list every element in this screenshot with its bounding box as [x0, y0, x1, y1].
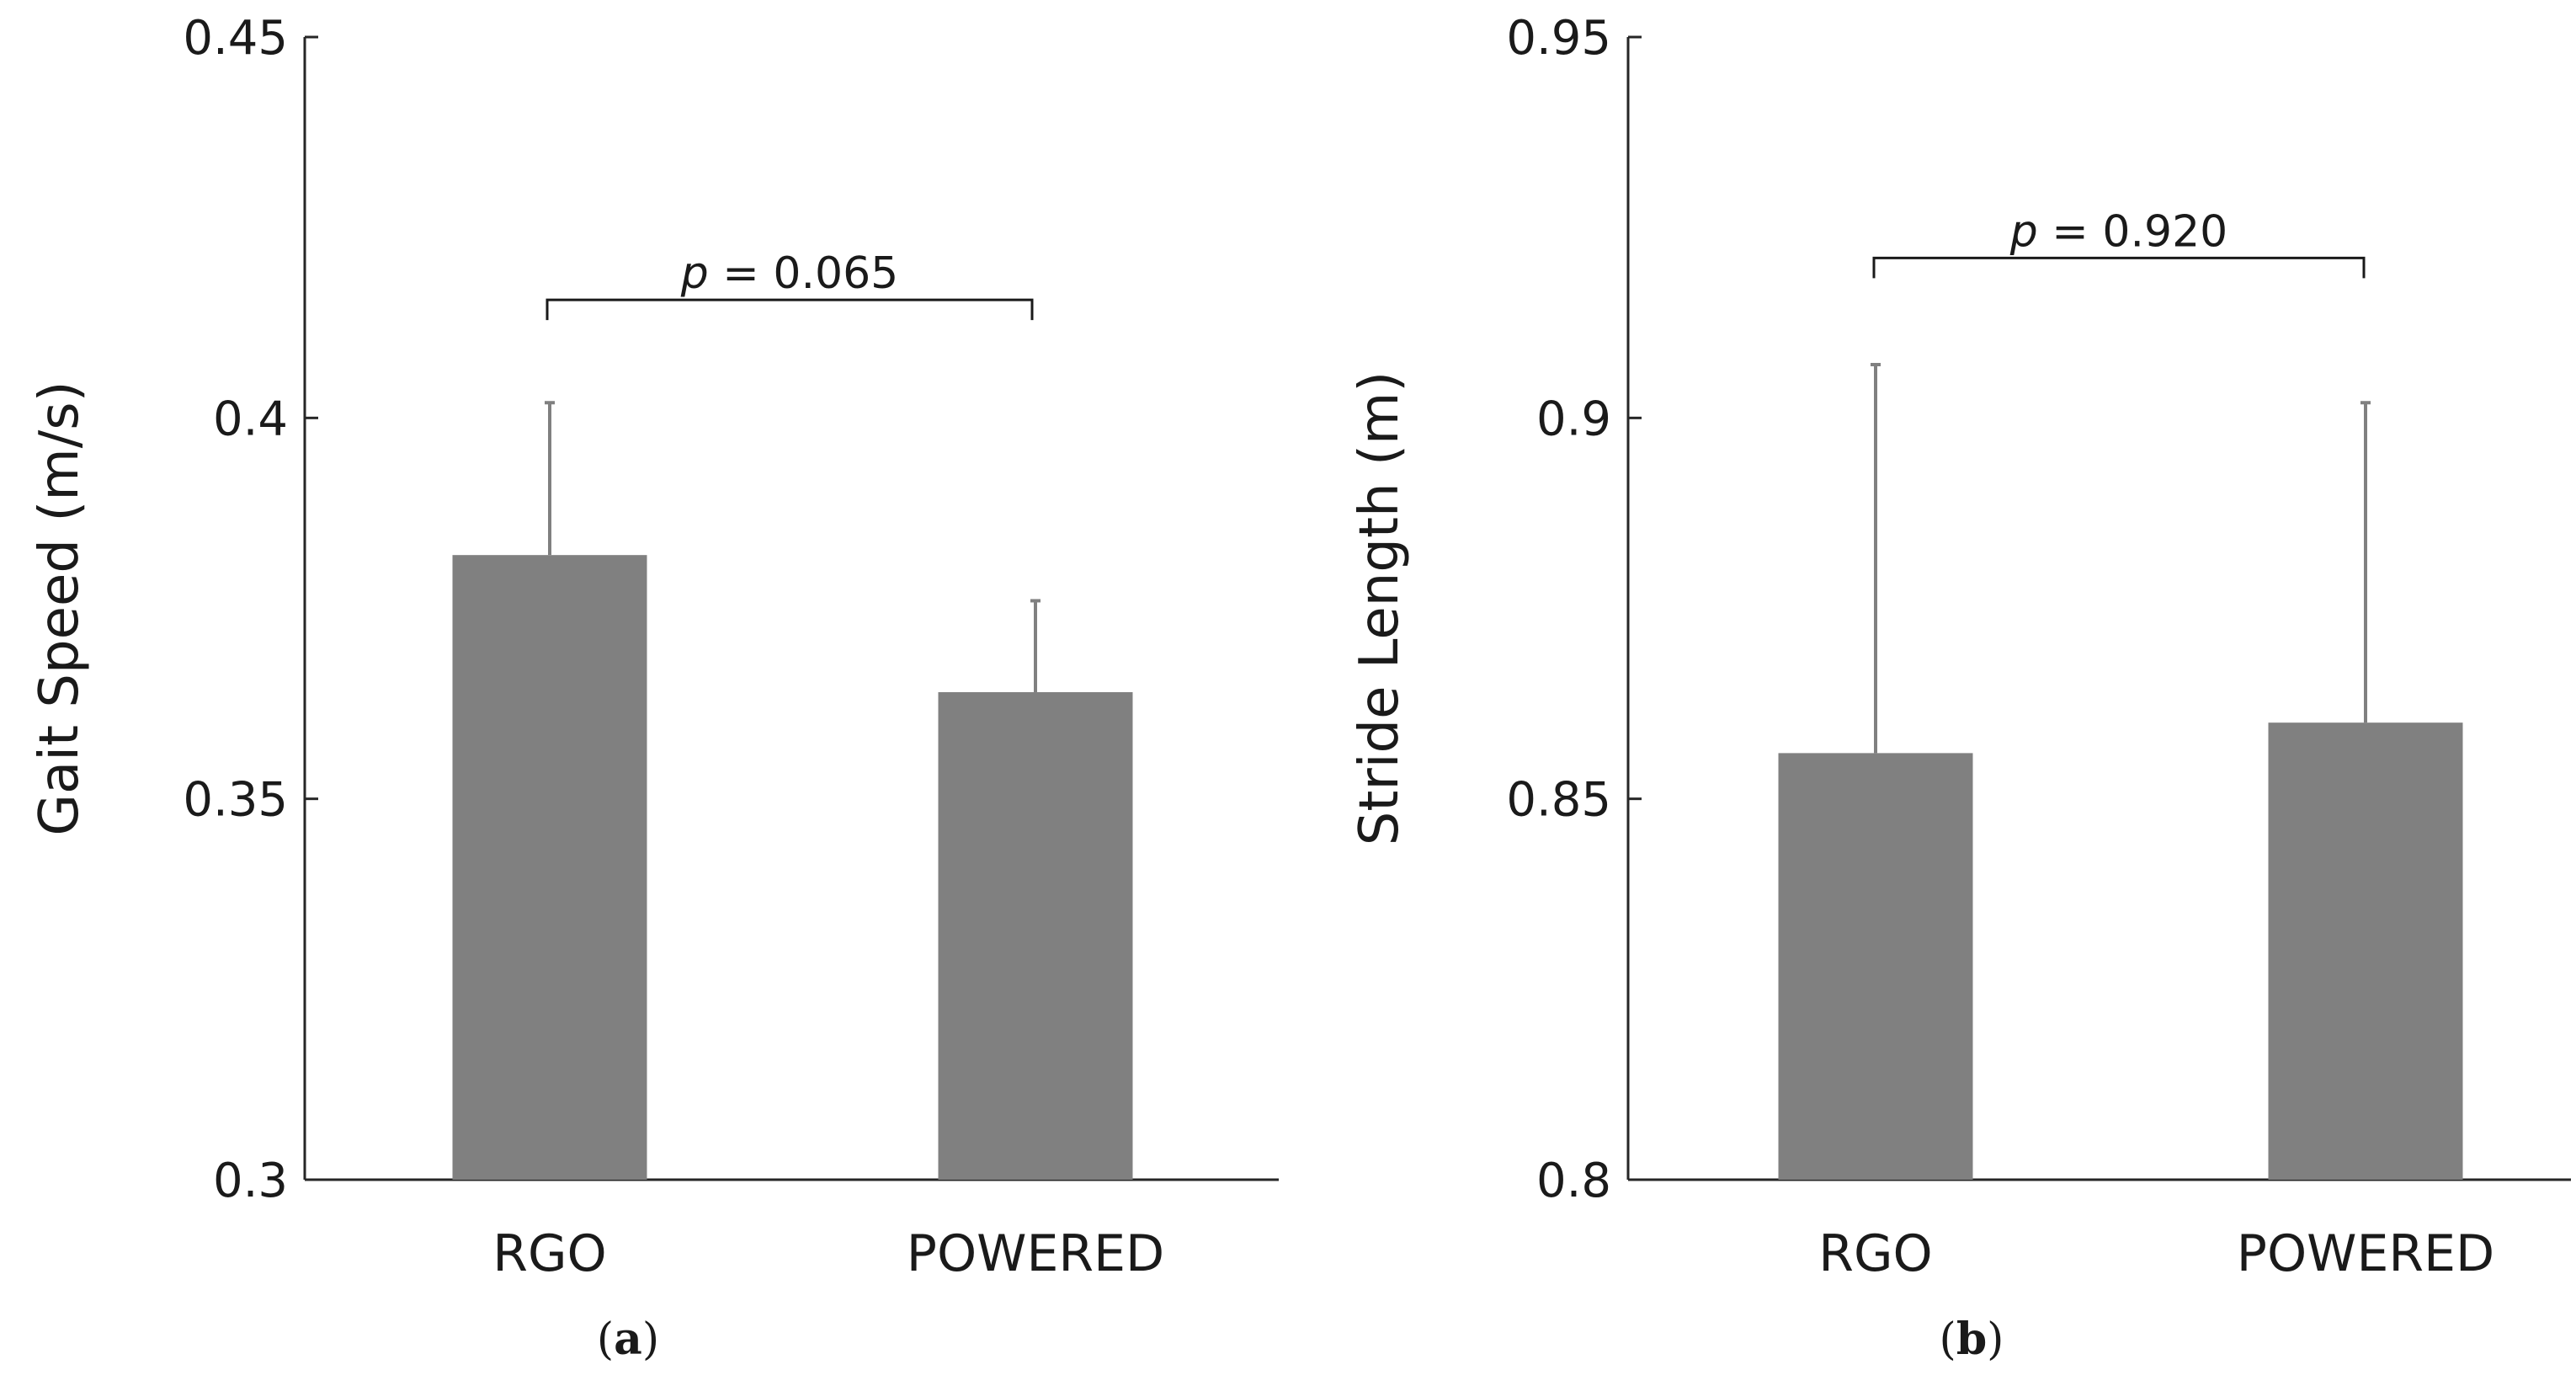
y-tick-label: 0.45	[183, 11, 288, 66]
y-axis-title: Stride Length (m)	[1349, 371, 1411, 846]
caption-letter: a	[614, 1314, 642, 1365]
y-tick-label: 0.4	[213, 392, 288, 446]
caption-open-paren: (	[597, 1314, 614, 1365]
caption-close-paren: )	[642, 1314, 659, 1365]
bar	[1778, 753, 1973, 1180]
y-tick-label: 0.95	[1506, 11, 1611, 66]
y-tick-label: 0.3	[213, 1154, 288, 1208]
panel-caption: (a)	[597, 1314, 659, 1365]
p-value: = 0.065	[709, 248, 899, 299]
caption-close-paren: )	[1987, 1314, 2004, 1365]
bar	[2268, 722, 2463, 1180]
y-tick-label: 0.9	[1536, 392, 1611, 446]
y-tick-label: 0.35	[183, 773, 288, 828]
category-label: RGO	[492, 1224, 606, 1283]
significance-bracket	[1872, 256, 2366, 279]
bar	[938, 692, 1133, 1180]
p-symbol: p	[680, 248, 709, 299]
y-tick-label: 0.85	[1506, 773, 1611, 828]
category-label: POWERED	[907, 1224, 1164, 1283]
p-value-label: p = 0.920	[2009, 206, 2228, 257]
y-tick-label: 0.8	[1536, 1154, 1611, 1208]
panel-b-stride-length-chart: 0.8 0.85 0.9 0.95 Stride Length (m) RGO POWERE…	[1349, 11, 2571, 1365]
bar	[452, 555, 647, 1180]
significance-bracket	[546, 298, 1034, 321]
p-symbol: p	[2009, 206, 2038, 257]
p-value: = 0.920	[2038, 206, 2228, 257]
caption-letter: b	[1956, 1314, 1987, 1365]
category-label: POWERED	[2237, 1224, 2494, 1283]
p-value-label: p = 0.065	[680, 248, 899, 299]
y-axis-title: Gait Speed (m/s)	[29, 381, 91, 835]
panel-a-gait-speed-chart: 0.3 0.35 0.4 0.45 Gait Speed (m/s) RGO POWERED…	[29, 11, 1279, 1365]
caption-open-paren: (	[1940, 1314, 1956, 1365]
panel-caption: (b)	[1940, 1314, 2004, 1365]
category-label: RGO	[1818, 1224, 1932, 1283]
